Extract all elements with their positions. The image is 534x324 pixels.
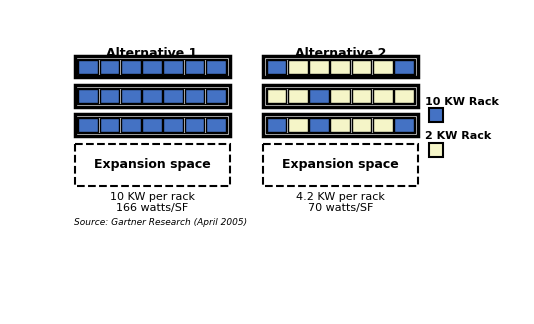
Bar xyxy=(77,59,227,75)
Bar xyxy=(394,60,414,74)
Bar xyxy=(78,118,98,132)
Bar xyxy=(100,89,119,103)
Bar xyxy=(331,89,350,103)
Bar xyxy=(265,88,415,104)
Bar xyxy=(75,114,230,136)
Text: 10 KW Rack: 10 KW Rack xyxy=(425,97,499,107)
Bar xyxy=(288,118,308,132)
Text: 166 watts/SF: 166 watts/SF xyxy=(116,203,188,213)
Bar xyxy=(121,60,140,74)
Bar xyxy=(263,114,418,136)
Bar xyxy=(263,144,418,186)
Bar xyxy=(78,60,98,74)
Bar xyxy=(352,89,372,103)
Bar xyxy=(309,118,329,132)
Bar xyxy=(185,118,205,132)
Bar xyxy=(266,118,286,132)
Text: 10 KW per rack: 10 KW per rack xyxy=(109,192,194,202)
Text: 70 watts/SF: 70 watts/SF xyxy=(308,203,373,213)
Bar xyxy=(352,60,372,74)
Bar xyxy=(163,60,183,74)
Bar xyxy=(263,56,418,77)
Bar xyxy=(77,88,227,104)
Bar xyxy=(373,89,392,103)
Bar xyxy=(429,143,443,157)
Bar xyxy=(331,118,350,132)
Bar xyxy=(100,118,119,132)
Bar xyxy=(75,56,230,77)
Bar xyxy=(288,89,308,103)
Bar xyxy=(309,60,329,74)
Bar xyxy=(288,60,308,74)
Bar xyxy=(266,60,286,74)
Bar xyxy=(373,118,392,132)
Bar xyxy=(75,85,230,107)
Bar xyxy=(266,89,286,103)
Bar xyxy=(263,85,418,107)
Bar xyxy=(373,60,392,74)
Text: Alternative 2: Alternative 2 xyxy=(295,47,386,60)
Bar xyxy=(206,118,226,132)
Bar xyxy=(185,60,205,74)
Bar xyxy=(394,89,414,103)
Bar xyxy=(142,118,162,132)
Text: Alternative 1: Alternative 1 xyxy=(106,47,198,60)
Bar xyxy=(206,60,226,74)
Bar xyxy=(121,118,140,132)
Text: Expansion space: Expansion space xyxy=(93,158,210,171)
Bar xyxy=(121,89,140,103)
Bar xyxy=(394,118,414,132)
Bar xyxy=(265,59,415,75)
Bar xyxy=(309,89,329,103)
Bar xyxy=(206,89,226,103)
Bar xyxy=(331,60,350,74)
Bar xyxy=(163,118,183,132)
Text: 4.2 KW per rack: 4.2 KW per rack xyxy=(296,192,385,202)
Bar xyxy=(185,89,205,103)
Bar xyxy=(429,108,443,122)
Bar xyxy=(352,118,372,132)
Bar xyxy=(142,89,162,103)
Bar xyxy=(77,117,227,133)
Text: 2 KW Rack: 2 KW Rack xyxy=(425,131,491,141)
Bar xyxy=(142,60,162,74)
Text: Expansion space: Expansion space xyxy=(282,158,399,171)
Bar xyxy=(163,89,183,103)
Bar xyxy=(78,89,98,103)
Bar xyxy=(75,144,230,186)
Bar xyxy=(100,60,119,74)
Bar xyxy=(265,117,415,133)
Text: Source: Gartner Research (April 2005): Source: Gartner Research (April 2005) xyxy=(75,218,248,227)
